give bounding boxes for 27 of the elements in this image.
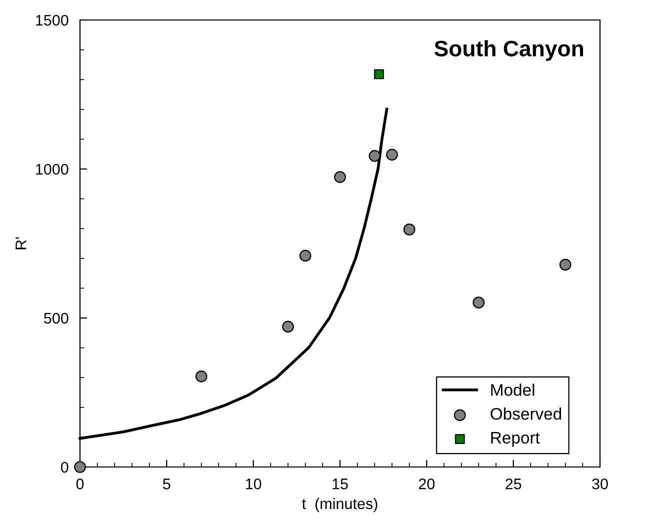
x-tick-label: 10 bbox=[246, 478, 262, 490]
point bbox=[368, 150, 381, 162]
x-tick-label: 15 bbox=[332, 478, 348, 490]
point bbox=[374, 69, 384, 80]
point bbox=[472, 296, 485, 308]
x-axis-title: t (minutes) bbox=[302, 498, 378, 512]
point bbox=[299, 250, 312, 262]
legend-label: Model bbox=[491, 384, 534, 396]
legend-label: Report bbox=[491, 432, 540, 447]
x-tick-label: 0 bbox=[76, 478, 84, 490]
point bbox=[403, 224, 416, 236]
text: South Canyon bbox=[434, 40, 584, 61]
point bbox=[559, 258, 572, 271]
point bbox=[334, 171, 346, 183]
x-tick-label: 20 bbox=[418, 478, 435, 490]
x-tick-label: 30 bbox=[592, 478, 608, 490]
point bbox=[195, 370, 208, 382]
x-tick-label: 5 bbox=[163, 478, 170, 490]
y-tick-label: 1500 bbox=[36, 14, 68, 26]
point bbox=[282, 320, 294, 333]
y-tick-label: 1000 bbox=[36, 164, 68, 175]
point bbox=[386, 148, 398, 161]
legend-label: Observed bbox=[490, 408, 562, 420]
x-tick-label: 25 bbox=[506, 478, 522, 490]
y-axis-title: R' bbox=[16, 237, 26, 250]
y-tick-label: 0 bbox=[60, 462, 68, 473]
y-tick-label: 500 bbox=[44, 312, 68, 324]
